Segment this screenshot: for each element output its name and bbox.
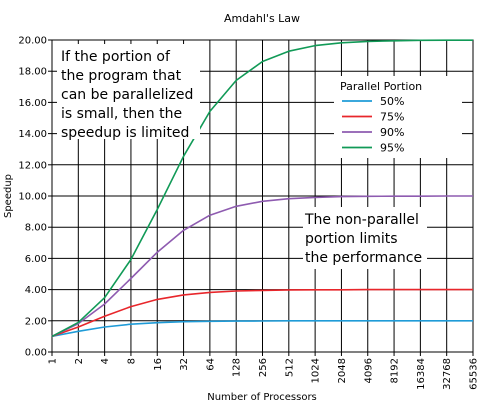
y-tick-label: 16.00	[18, 98, 47, 109]
y-tick-label: 14.00	[18, 129, 47, 140]
x-tick-label: 2048	[337, 358, 348, 383]
x-tick-label: 256	[258, 358, 269, 377]
annotation-box-right	[303, 207, 427, 269]
x-tick-label: 2	[74, 358, 85, 364]
y-tick-label: 2.00	[25, 316, 47, 327]
x-tick-label: 32	[179, 358, 190, 371]
y-tick-label: 10.00	[18, 192, 47, 203]
y-tick-label: 0.00	[25, 348, 47, 359]
series-line-90pct	[51, 195, 473, 338]
axes-layer: 0.00 2.00 4.00 6.00 8.00 10.00 12.00 14.00 16.00…	[18, 36, 479, 390]
x-tick-label: 128	[232, 358, 243, 377]
series-line-95pct	[51, 39, 473, 338]
annotation-left-line: If the portion of	[61, 49, 171, 65]
y-tick-label: 6.00	[25, 254, 47, 265]
legend-label: 75%	[380, 111, 404, 124]
x-tick-label: 4096	[363, 358, 374, 383]
annotation-left-line: is small, then the	[61, 106, 182, 122]
y-tick-label: 12.00	[18, 160, 47, 171]
legend-label: 90%	[380, 126, 404, 139]
y-tick-label: 4.00	[25, 285, 47, 296]
x-tick-label: 16	[153, 358, 164, 371]
x-axis-label: Number of Processors	[207, 392, 317, 403]
annotation-left-line: speedup is limited	[61, 125, 189, 141]
legend-label: 95%	[380, 142, 404, 155]
y-axis-label: Speedup	[3, 174, 14, 218]
x-tick-label: 16384	[416, 358, 427, 390]
y-tick-label: 18.00	[18, 67, 47, 78]
x-tick-label: 64	[205, 358, 216, 371]
series-layer	[51, 39, 473, 338]
x-tick-label: 1	[48, 358, 59, 364]
x-tick-label: 512	[284, 358, 295, 377]
series-line-50pct	[51, 319, 473, 338]
annotation-left-line: can be parallelized	[61, 87, 193, 103]
annotation-box-left	[57, 44, 200, 139]
legend-title: Parallel Portion	[340, 80, 422, 93]
annotation-layer: If the portion of the program that can be …	[57, 44, 427, 269]
annotation-right-line: portion limits	[305, 231, 398, 247]
legend-label: 50%	[380, 95, 404, 108]
x-tick-label: 4	[100, 358, 111, 364]
x-tick-label: 1024	[311, 358, 322, 383]
legend: Parallel Portion 50% 75% 90% 95%	[334, 76, 462, 158]
x-tick-label: 65536	[469, 358, 480, 390]
chart-title: Amdahl's Law	[224, 12, 300, 25]
series-line-75pct	[51, 288, 473, 338]
y-tick-label: 8.00	[25, 223, 47, 234]
x-tick-label: 32768	[442, 358, 453, 390]
annotation-left-line: the program that	[61, 68, 182, 84]
x-tick-label: 8192	[390, 358, 401, 383]
x-tick-label: 8	[126, 358, 137, 364]
annotation-right-line: The non-parallel	[304, 212, 419, 228]
annotation-right-line: the performance	[305, 250, 422, 266]
y-tick-label: 20.00	[18, 36, 47, 47]
